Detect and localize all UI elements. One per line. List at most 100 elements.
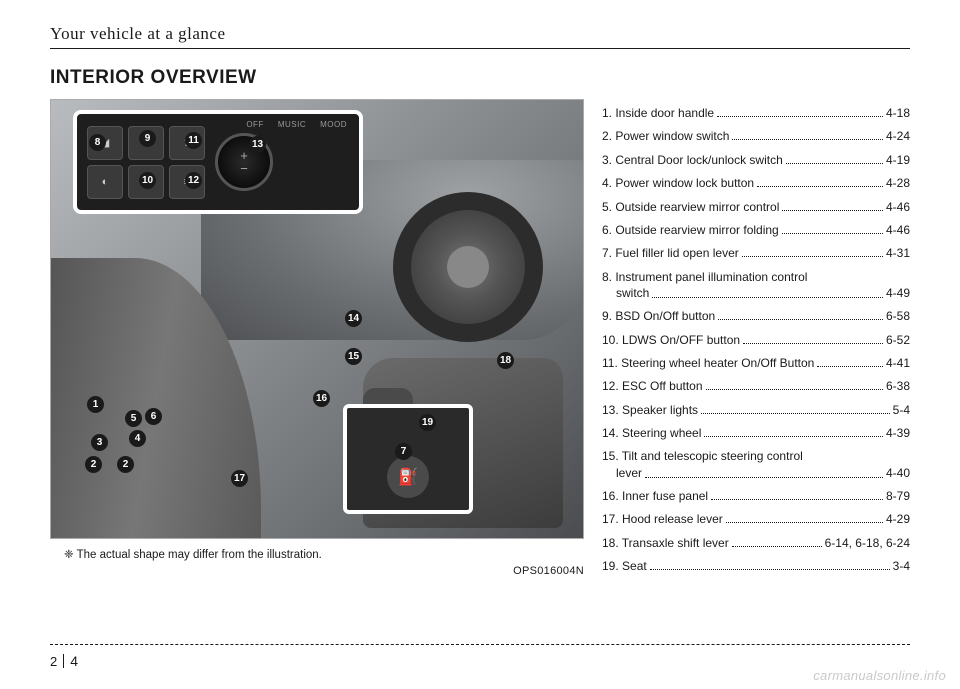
- leader-dots: [786, 163, 883, 164]
- callout-14: 14: [345, 310, 362, 327]
- list-item-page: 4-46: [886, 199, 910, 215]
- list-item-cont-label: lever: [616, 465, 642, 481]
- list-item-label: 6. Outside rearview mirror folding: [602, 222, 779, 238]
- list-item: 14. Steering wheel 4-39: [602, 425, 910, 441]
- fuel-lever-inset: ⛽ 7 19: [343, 404, 473, 514]
- list-item-page: 4-19: [886, 152, 910, 168]
- callout-2: 2: [85, 456, 102, 473]
- leader-dots: [718, 319, 883, 320]
- leader-dots: [711, 499, 883, 500]
- list-item-label: 16. Inner fuse panel: [602, 488, 708, 504]
- button-panel-inset: OFF MUSIC MOOD ◢ ☼ ⇪ ◐ ⊘ ≡ + −: [73, 110, 363, 214]
- list-item: 11. Steering wheel heater On/Off Button 4…: [602, 355, 910, 371]
- list-item-label: 12. ESC Off button: [602, 378, 703, 394]
- list-item: 1. Inside door handle 4-18: [602, 105, 910, 121]
- callout-17: 17: [231, 470, 248, 487]
- list-item-label: 14. Steering wheel: [602, 425, 701, 441]
- leader-dots: [650, 569, 890, 570]
- list-item-label: 1. Inside door handle: [602, 105, 714, 121]
- page-separator: [63, 654, 64, 668]
- list-item-label: 17. Hood release lever: [602, 511, 723, 527]
- callout-15: 15: [345, 348, 362, 365]
- list-item-label: 4. Power window lock button: [602, 175, 754, 191]
- list-item-page: 4-40: [886, 465, 910, 481]
- callout-9: 9: [139, 130, 156, 147]
- dial-label-off: OFF: [246, 120, 264, 129]
- list-item: 2. Power window switch 4-24: [602, 128, 910, 144]
- list-item: 5. Outside rearview mirror control 4-46: [602, 199, 910, 215]
- fuel-pump-icon: ⛽: [387, 456, 429, 498]
- list-item-page: 4-24: [886, 128, 910, 144]
- callout-11: 11: [185, 132, 202, 149]
- steering-wheel-shape: [393, 192, 543, 342]
- list-item-page: 4-39: [886, 425, 910, 441]
- list-item-page: 4-49: [886, 285, 910, 301]
- list-item: 3. Central Door lock/unlock switch 4-19: [602, 152, 910, 168]
- page-in-chapter: 4: [70, 653, 78, 669]
- leader-dots: [645, 465, 883, 478]
- callout-7: 7: [395, 443, 412, 460]
- callout-18: 18: [497, 352, 514, 369]
- list-item-page: 4-18: [886, 105, 910, 121]
- list-item-label: 2. Power window switch: [602, 128, 729, 144]
- list-item-page: 4-28: [886, 175, 910, 191]
- leader-dots: [706, 389, 883, 390]
- callout-12: 12: [185, 172, 202, 189]
- list-item: 12. ESC Off button 6-38: [602, 378, 910, 394]
- leader-dots: [817, 366, 883, 367]
- callout-10: 10: [139, 172, 156, 189]
- list-item: 6. Outside rearview mirror folding4-46: [602, 222, 910, 238]
- page-title: INTERIOR OVERVIEW: [50, 67, 910, 89]
- list-item-page: 6-38: [886, 378, 910, 394]
- callout-1: 1: [87, 396, 104, 413]
- list-item-label: 10. LDWS On/OFF button: [602, 332, 740, 348]
- dial-minus-icon: −: [240, 162, 248, 175]
- dial-label-mood: MOOD: [320, 120, 347, 129]
- leader-dots: [743, 343, 883, 344]
- watermark: carmanualsonline.info: [813, 668, 946, 683]
- panel-button: ◐: [87, 165, 123, 199]
- leader-dots: [782, 233, 883, 234]
- list-item: 17. Hood release lever 4-29: [602, 511, 910, 527]
- list-item-page: 6-52: [886, 332, 910, 348]
- callout-4: 4: [129, 430, 146, 447]
- list-item-page: 6-14, 6-18, 6-24: [825, 535, 910, 551]
- callout-6: 6: [145, 408, 162, 425]
- list-item-page: 4-31: [886, 245, 910, 261]
- list-item: 18. Transaxle shift lever6-14, 6-18, 6-2…: [602, 535, 910, 551]
- chapter-number: 2: [50, 654, 57, 669]
- list-item-page: 4-41: [886, 355, 910, 371]
- interior-figure: OFF MUSIC MOOD ◢ ☼ ⇪ ◐ ⊘ ≡ + −: [50, 99, 584, 582]
- leader-dots: [701, 413, 890, 414]
- list-item-label: 15. Tilt and telescopic steering control: [602, 448, 910, 464]
- callout-16: 16: [313, 390, 330, 407]
- callout-5: 5: [125, 410, 142, 427]
- list-item-page: 5-4: [893, 402, 910, 418]
- list-item-label: 11. Steering wheel heater On/Off Button: [602, 355, 814, 371]
- leader-dots: [757, 186, 883, 187]
- section-name: Your vehicle at a glance: [50, 24, 910, 44]
- list-item: 15. Tilt and telescopic steering control…: [602, 448, 910, 480]
- leader-dots: [742, 256, 883, 257]
- page-number: 2 4: [50, 653, 78, 669]
- footer-rule: [50, 644, 910, 645]
- list-item-continuation: switch4-49: [602, 285, 910, 301]
- figure-code: OPS016004N: [50, 565, 584, 577]
- dial-mode-labels: OFF MUSIC MOOD: [246, 120, 347, 129]
- leader-dots: [717, 116, 883, 117]
- list-item-page: 4-29: [886, 511, 910, 527]
- interior-item-list: 1. Inside door handle 4-18 2. Power window…: [602, 99, 910, 582]
- callout-19: 19: [419, 414, 436, 431]
- list-item-label: 7. Fuel filler lid open lever: [602, 245, 739, 261]
- list-item-label: 13. Speaker lights: [602, 402, 698, 418]
- list-item-label: 3. Central Door lock/unlock switch: [602, 152, 783, 168]
- list-item-label: 8. Instrument panel illumination control: [602, 269, 910, 285]
- list-item-page: 3-4: [893, 558, 910, 574]
- list-item: 16. Inner fuse panel 8-79: [602, 488, 910, 504]
- list-item: 7. Fuel filler lid open lever 4-31: [602, 245, 910, 261]
- list-item-label: 19. Seat: [602, 558, 647, 574]
- list-item-continuation: lever 4-40: [602, 465, 910, 481]
- list-item-page: 6-58: [886, 308, 910, 324]
- list-item-label: 5. Outside rearview mirror control: [602, 199, 779, 215]
- list-item-page: 8-79: [886, 488, 910, 504]
